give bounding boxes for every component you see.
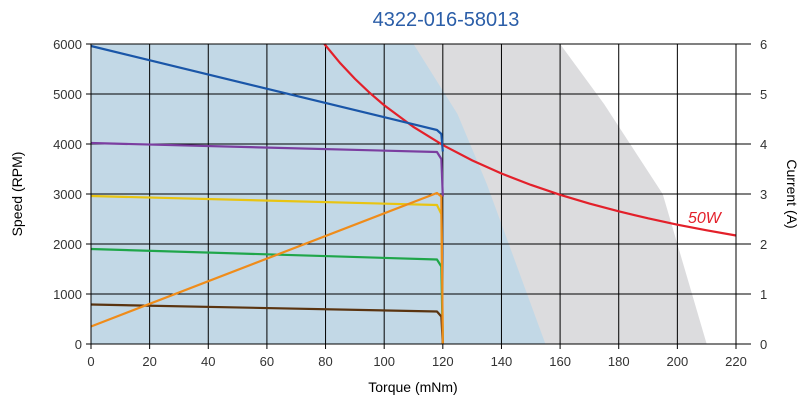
y-axis-ticks: 0 1000 2000 3000 4000 5000 6000 (53, 37, 91, 352)
x-tick-label: 140 (491, 354, 513, 369)
y2-axis-title: Current (A) (784, 159, 799, 228)
x-tick-label: 60 (260, 354, 274, 369)
chart-title: 4322-016-58013 (373, 9, 520, 31)
x-tick-label: 100 (373, 354, 395, 369)
y2-tick-label: 1 (760, 287, 767, 302)
x-axis-ticks: 0 20 40 60 80 100 120 140 160 180 200 220 (87, 344, 746, 369)
x-tick-label: 120 (432, 354, 454, 369)
y2-tick-label: 5 (760, 87, 767, 102)
power-curve-label: 50W (688, 210, 723, 227)
y-tick-label: 2000 (53, 237, 82, 252)
y-axis-title: Speed (RPM) (9, 152, 25, 237)
y-tick-label: 3000 (53, 187, 82, 202)
y-tick-label: 1000 (53, 287, 82, 302)
y-tick-label: 5000 (53, 87, 82, 102)
x-tick-label: 200 (667, 354, 689, 369)
y-tick-label: 6000 (53, 37, 82, 52)
y2-axis-ticks: 0 1 2 3 4 5 6 (736, 37, 767, 352)
x-tick-label: 80 (318, 354, 332, 369)
x-tick-label: 180 (608, 354, 630, 369)
x-tick-label: 0 (87, 354, 94, 369)
y2-tick-label: 2 (760, 237, 767, 252)
x-tick-label: 160 (549, 354, 571, 369)
x-tick-label: 40 (201, 354, 215, 369)
y-tick-label: 4000 (53, 137, 82, 152)
y2-tick-label: 3 (760, 187, 767, 202)
y2-tick-label: 0 (760, 337, 767, 352)
x-axis-title: Torque (mNm) (368, 379, 457, 395)
y2-tick-label: 6 (760, 37, 767, 52)
y2-tick-label: 4 (760, 137, 767, 152)
x-tick-label: 220 (725, 354, 747, 369)
y-tick-label: 0 (75, 337, 82, 352)
x-tick-label: 20 (142, 354, 156, 369)
